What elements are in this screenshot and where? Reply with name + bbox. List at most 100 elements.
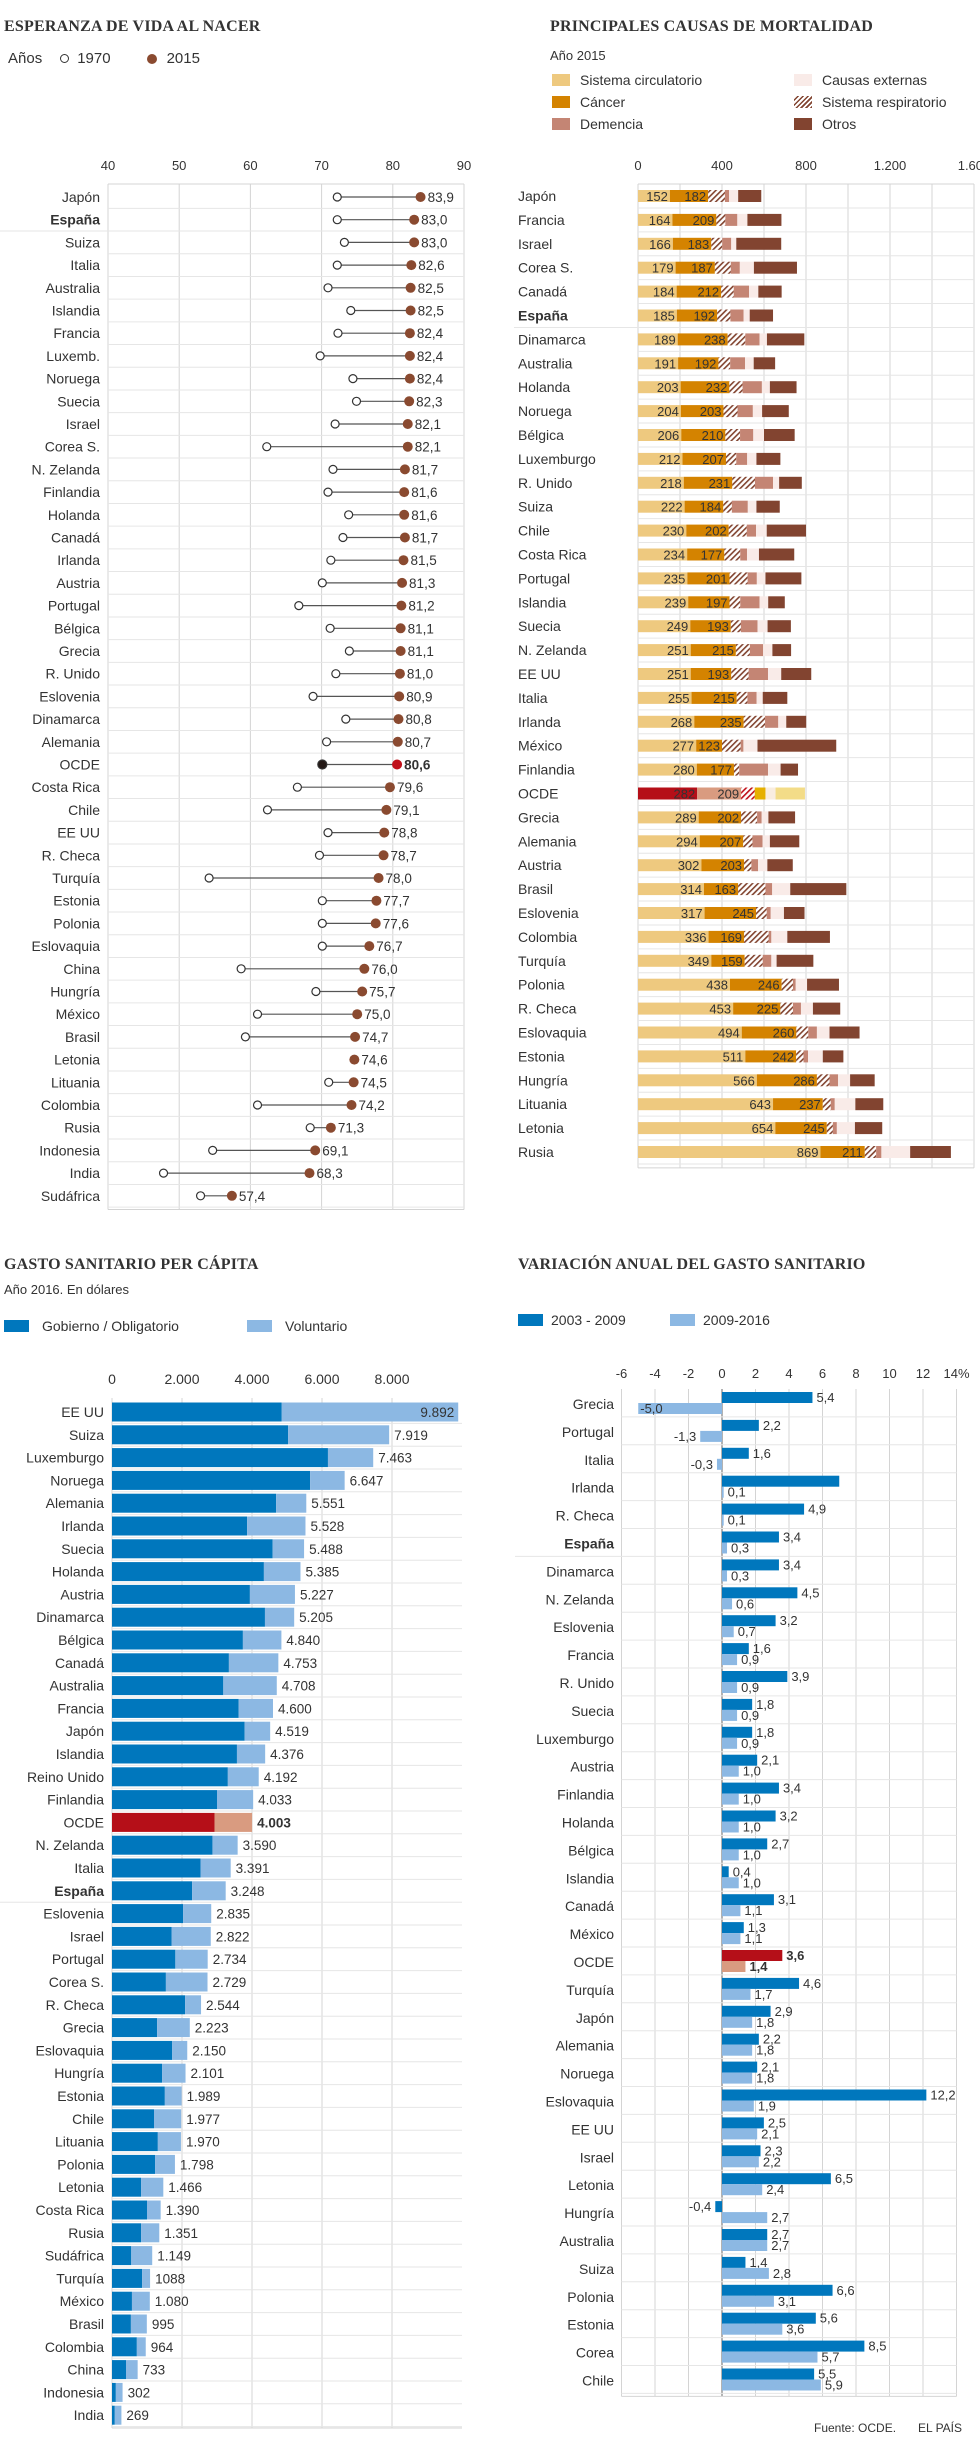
bar-a — [722, 1615, 776, 1627]
bar-b — [722, 1961, 746, 1972]
country-label: Japón — [576, 2010, 614, 2026]
value-label: 5,7 — [821, 2350, 839, 2365]
dot-1970 — [317, 941, 327, 951]
value-label: 82,1 — [415, 417, 441, 432]
dot-1970 — [323, 827, 333, 838]
country-label: Irlanda — [61, 1518, 104, 1534]
dot-1970 — [262, 442, 272, 452]
value-label: 964 — [151, 2340, 174, 2355]
dot-2015 — [402, 441, 413, 452]
bar-segment-vol — [238, 1698, 273, 1718]
dot-2015 — [310, 1145, 321, 1156]
country-label: Eslovenia — [518, 905, 579, 921]
x-tick-label: 800 — [795, 158, 817, 173]
bar-segment-otros — [822, 1050, 844, 1063]
bar-a — [722, 1643, 749, 1655]
bar-segment-resp — [729, 572, 748, 585]
bar-segment-otros — [768, 811, 796, 824]
dot-1970 — [339, 237, 349, 247]
bar-segment-circ — [638, 309, 677, 322]
value-label: 2,7 — [771, 1836, 789, 1851]
dot-2015 — [381, 804, 392, 815]
country-label: Chile — [518, 523, 550, 539]
bar-segment-dem — [830, 1098, 835, 1111]
bar-segment-vol — [200, 1858, 231, 1878]
spend-legend: Gobierno / Obligatorio Voluntario — [4, 1318, 484, 1340]
bar-segment-vol — [114, 2405, 122, 2425]
bar-segment-vol — [288, 1425, 390, 1445]
spend-row: Austria 5.227 — [60, 1584, 462, 1607]
country-label: OCDE — [64, 1814, 104, 1830]
dot-2015 — [346, 1100, 357, 1110]
bar-a — [722, 1950, 783, 1961]
bar-segment-circ — [638, 1122, 776, 1135]
country-label: Portugal — [518, 570, 570, 586]
bar-segment-gov — [112, 2382, 116, 2402]
value-label: 79,6 — [397, 780, 423, 795]
bar-b — [722, 2016, 753, 2028]
dot-2015 — [399, 464, 410, 475]
value-label: 4.753 — [283, 1656, 317, 1671]
life-row: Islandia 82,5 — [52, 303, 464, 323]
country-label: Islandia — [52, 303, 100, 319]
mort-row: Portugal 235 201 — [518, 570, 974, 591]
bar-segment-dem — [740, 739, 744, 752]
country-label: EE UU — [571, 2121, 614, 2137]
value-label-circ: 282 — [674, 787, 696, 802]
country-label: Chile — [68, 802, 100, 818]
bar-segment-vol — [223, 1676, 277, 1696]
life-row: Austria 81,3 — [56, 575, 464, 595]
bar-segment-vol — [183, 1904, 212, 1924]
spend-chart-title: GASTO SANITARIO PER CÁPITA — [4, 1256, 259, 1273]
bar-segment-ext — [756, 691, 763, 704]
value-label-cancer: 169 — [720, 930, 742, 945]
bar-segment-ext — [746, 548, 759, 561]
bar-segment-otros — [756, 452, 781, 465]
spend-row: Polonia 1.798 — [57, 2154, 462, 2177]
bar-segment-otros — [764, 429, 795, 441]
country-label: Austria — [56, 575, 100, 591]
bar-segment-circ — [638, 213, 673, 226]
legend-label: Causas externas — [822, 72, 928, 88]
bar-b — [722, 1654, 738, 1666]
country-label: Holanda — [562, 1815, 614, 1831]
bar-segment-cancer — [675, 261, 715, 274]
bar-segment-otros — [855, 1098, 884, 1111]
value-label: 1.390 — [166, 2203, 200, 2218]
value-label-cancer: 232 — [706, 380, 728, 395]
bar-segment-circ — [638, 930, 709, 943]
dot-1970 — [346, 305, 356, 316]
bar-segment-resp — [744, 954, 763, 967]
bar-segment-circ — [638, 285, 677, 298]
var-row: Austria 2,11,0 — [570, 1753, 957, 1781]
var-row: Francia 1,60,9 — [567, 1641, 957, 1669]
value-label: 1,1 — [744, 1903, 762, 1918]
dot-2015 — [357, 986, 368, 997]
spend-row: Alemania 5.551 — [46, 1493, 462, 1516]
bar-segment-dem — [808, 1026, 817, 1039]
bar-segment-circ — [638, 859, 702, 872]
value-label-circ: 249 — [667, 619, 689, 634]
country-label: Italia — [74, 1860, 104, 1876]
dot-2015 — [395, 646, 406, 656]
country-label: Grecia — [573, 1396, 614, 1412]
value-label-cancer: 286 — [793, 1073, 815, 1088]
bar-segment-gov — [112, 1584, 250, 1604]
var-row: Israel 2,32,2 — [580, 2143, 957, 2171]
value-label-cancer: 207 — [702, 452, 724, 467]
value-label-circ: 251 — [667, 667, 689, 682]
value-label-cancer: 177 — [710, 763, 732, 778]
bar-segment-resp — [741, 787, 755, 800]
country-label: Alemania — [556, 2038, 615, 2054]
value-label: 2,2 — [763, 2032, 781, 2047]
value-label-circ: 268 — [671, 715, 693, 730]
value-label: 57,4 — [239, 1189, 266, 1204]
bar-segment-circ — [638, 1026, 742, 1039]
spend-row: Finlandia 4.033 — [47, 1790, 462, 1812]
bar-segment-resp — [723, 500, 732, 513]
value-label-cancer: 242 — [772, 1049, 794, 1064]
value-label-cancer: 246 — [758, 978, 780, 993]
x-tick-label: 0 — [718, 1366, 725, 1381]
dot-1970 — [308, 691, 318, 702]
bar-segment-resp — [721, 285, 734, 298]
